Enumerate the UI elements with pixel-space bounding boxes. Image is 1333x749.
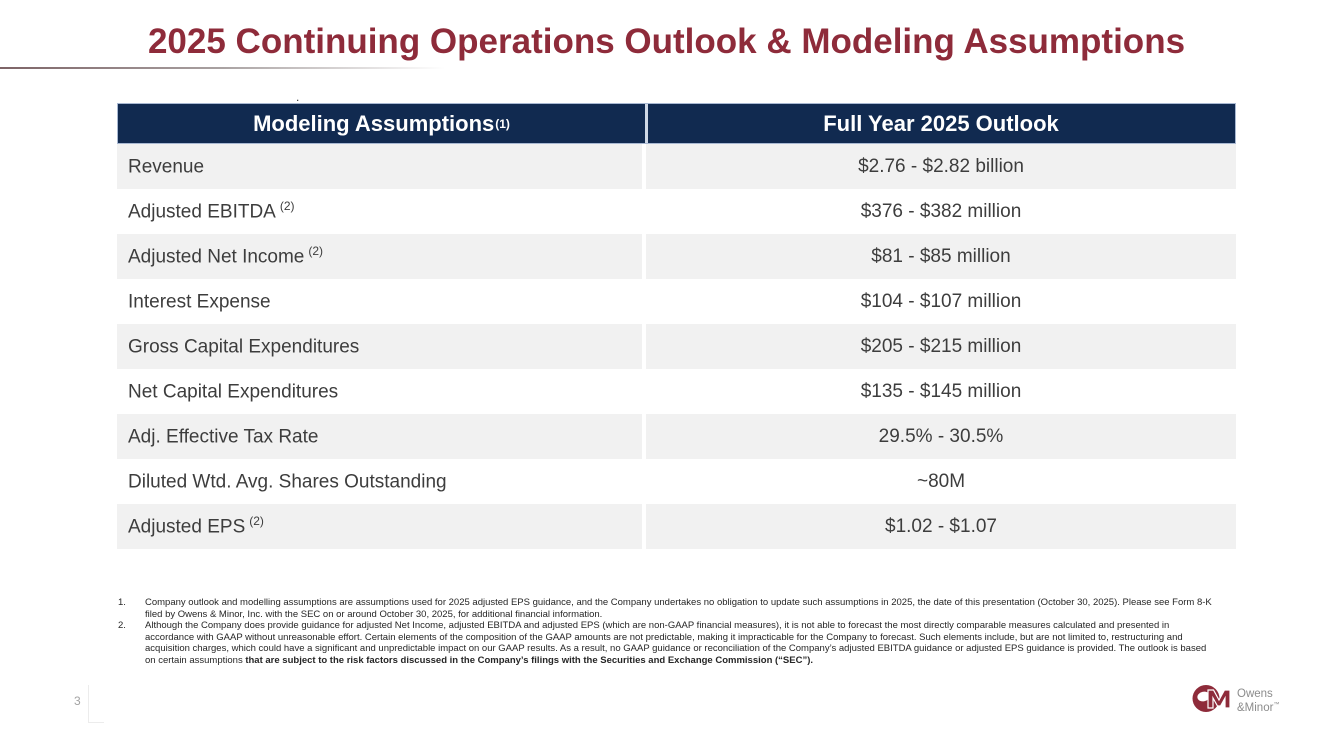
table-row: Adj. Effective Tax Rate 29.5% - 30.5%	[117, 414, 1236, 459]
table-header-row: Modeling Assumptions (1) Full Year 2025 O…	[117, 103, 1236, 144]
row-label: Gross Capital Expenditures	[117, 324, 642, 369]
table-row: Interest Expense $104 - $107 million	[117, 279, 1236, 324]
row-value: 29.5% - 30.5%	[878, 425, 1004, 447]
trademark-icon: ™	[1273, 701, 1280, 708]
logo-wordmark: Owens &Minor™	[1237, 687, 1280, 714]
footnote-1: 1. Company outlook and modelling assumpt…	[118, 597, 1218, 620]
column-divider	[642, 459, 646, 504]
row-label-text: Adjusted EBITDA	[128, 201, 276, 223]
footnote-2: 2. Although the Company does provide gui…	[118, 620, 1218, 666]
column-divider	[642, 414, 646, 459]
row-value: $1.02 - $1.07	[885, 515, 997, 537]
footnote-number: 1.	[118, 597, 126, 608]
row-label: Diluted Wtd. Avg. Shares Outstanding	[117, 459, 642, 504]
row-label-text: Adjusted Net Income	[128, 246, 305, 268]
table-row: Adjusted EBITDA (2) $376 - $382 million	[117, 189, 1236, 234]
footnote-text: Although the Company does provide guidan…	[145, 620, 1218, 666]
column-divider	[642, 369, 646, 414]
row-label-text: Adjusted EPS	[128, 516, 246, 538]
row-value: $376 - $382 million	[860, 200, 1022, 222]
column-divider	[642, 279, 646, 324]
row-value: $205 - $215 million	[860, 335, 1022, 357]
faint-guide-line	[88, 685, 104, 723]
row-label: Adjusted Net Income (2)	[117, 234, 642, 279]
row-label: Adjusted EBITDA (2)	[117, 189, 642, 234]
footnote-ref-2: (2)	[308, 244, 324, 259]
table-row: Net Capital Expenditures $135 - $145 mil…	[117, 369, 1236, 414]
row-label-text: Gross Capital Expenditures	[128, 336, 360, 358]
logo-line1: Owens	[1237, 687, 1273, 700]
table-row: Revenue $2.76 - $2.82 billion	[117, 144, 1236, 189]
row-label-text: Revenue	[128, 156, 205, 178]
footnote-bold: that are subject to the risk factors dis…	[245, 654, 814, 666]
footnote-body: Although the Company does provide guidan…	[145, 620, 1207, 666]
column-divider	[642, 234, 646, 279]
column-divider	[642, 324, 646, 369]
footnote-text: Company outlook and modelling assumption…	[145, 597, 1218, 620]
title-underline	[0, 67, 445, 69]
column-divider	[642, 189, 646, 234]
footnotes: 1. Company outlook and modelling assumpt…	[118, 597, 1218, 666]
row-label-text: Diluted Wtd. Avg. Shares Outstanding	[128, 471, 447, 493]
row-value: $81 - $85 million	[871, 245, 1011, 267]
column-divider	[642, 504, 646, 549]
outlook-table: Modeling Assumptions (1) Full Year 2025 O…	[117, 103, 1236, 549]
logo-line2: &Minor	[1237, 701, 1274, 714]
row-value: $135 - $145 million	[860, 380, 1022, 402]
table-row: Adjusted Net Income (2) $81 - $85 million	[117, 234, 1236, 279]
footnote-body: Company outlook and modelling assumption…	[145, 597, 1212, 620]
footnote-number: 2.	[118, 620, 126, 631]
om-monogram-icon	[1192, 684, 1234, 718]
row-label-text: Net Capital Expenditures	[128, 381, 339, 403]
table-header-label: Modeling Assumptions	[253, 110, 495, 136]
row-label-text: Adj. Effective Tax Rate	[128, 426, 319, 448]
table-header-modeling-assumptions: Modeling Assumptions (1)	[118, 104, 648, 143]
row-value: $104 - $107 million	[860, 290, 1022, 312]
row-value: ~80M	[916, 470, 966, 492]
page-number: 3	[74, 694, 81, 708]
table-header-label: Full Year 2025 Outlook	[823, 110, 1059, 136]
table-row: Adjusted EPS (2) $1.02 - $1.07	[117, 504, 1236, 549]
table-row: Gross Capital Expenditures $205 - $215 m…	[117, 324, 1236, 369]
row-value: $2.76 - $2.82 billion	[858, 155, 1024, 177]
row-label: Interest Expense	[117, 279, 642, 324]
row-label: Net Capital Expenditures	[117, 369, 642, 414]
table-row: Diluted Wtd. Avg. Shares Outstanding ~80…	[117, 459, 1236, 504]
row-label: Adj. Effective Tax Rate	[117, 414, 642, 459]
stray-dot: .	[296, 90, 300, 104]
page-title: 2025 Continuing Operations Outlook & Mod…	[147, 22, 1186, 61]
owens-minor-logo: Owens &Minor™	[1192, 684, 1279, 718]
row-label: Adjusted EPS (2)	[117, 504, 642, 549]
footnote-ref-2: (2)	[279, 199, 295, 214]
table-header-full-year-outlook: Full Year 2025 Outlook	[648, 104, 1235, 143]
footnote-ref-2: (2)	[249, 514, 264, 529]
row-label-text: Interest Expense	[128, 291, 271, 313]
column-divider	[642, 144, 646, 189]
row-label: Revenue	[117, 144, 642, 189]
